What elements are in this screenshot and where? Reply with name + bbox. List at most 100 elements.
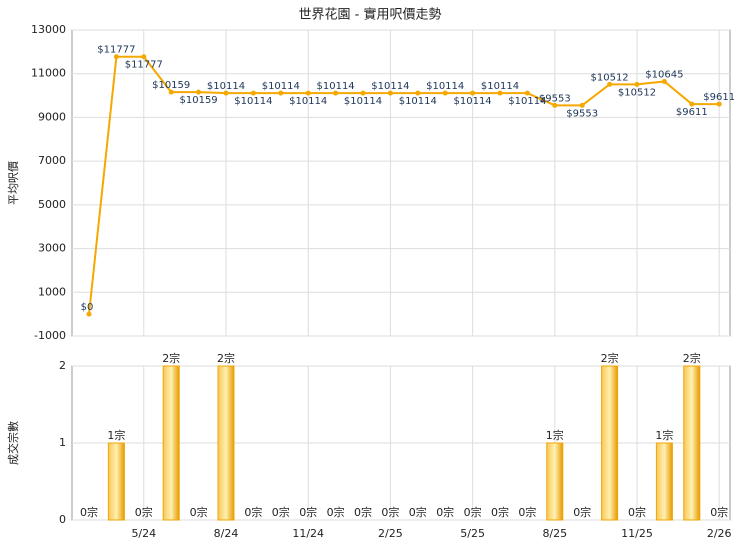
data-label: 1宗 <box>655 428 673 442</box>
y-tick-label: 3000 <box>38 242 66 255</box>
y-tick-label: 1000 <box>38 285 66 298</box>
x-tick-label: 2/25 <box>378 527 403 540</box>
y-tick-label: 7000 <box>38 154 66 167</box>
point <box>661 78 667 84</box>
data-label: $10114 <box>508 96 546 107</box>
point <box>196 89 202 95</box>
data-label: 0宗 <box>80 505 98 519</box>
y-tick-label: 5000 <box>38 198 66 211</box>
data-label: 0宗 <box>464 505 482 519</box>
point <box>223 90 229 96</box>
data-label: $9553 <box>566 108 598 119</box>
data-label: $9611 <box>676 107 708 118</box>
point <box>552 102 558 108</box>
point <box>579 102 585 108</box>
x-tick-label: 11/25 <box>621 527 653 540</box>
point <box>470 90 476 96</box>
data-label: $10114 <box>289 96 327 107</box>
line <box>88 55 720 315</box>
data-label: $10114 <box>454 96 492 107</box>
data-label: 2宗 <box>601 351 619 365</box>
data-label: 1宗 <box>107 428 125 442</box>
data-label: $10512 <box>591 72 629 83</box>
data-label: $10114 <box>317 81 355 92</box>
data-label: 0宗 <box>409 505 427 519</box>
data-label: $9553 <box>539 93 571 104</box>
point <box>278 90 284 96</box>
data-label: $9611 <box>703 92 735 103</box>
data-label: 0宗 <box>518 505 536 519</box>
point <box>86 311 92 317</box>
data-label: 0宗 <box>190 505 208 519</box>
data-label: 0宗 <box>135 505 153 519</box>
bar <box>683 365 701 521</box>
y-axis-label: 平均呎價 <box>6 161 20 205</box>
data-label: 2宗 <box>217 351 235 365</box>
y-tick-label: 13000 <box>31 23 66 36</box>
data-label: 2宗 <box>162 351 180 365</box>
point <box>497 90 503 96</box>
data-label: $10512 <box>618 87 656 98</box>
y-tick-label: 0 <box>59 513 66 526</box>
data-label: $0 <box>81 302 94 313</box>
data-label: 0宗 <box>327 505 345 519</box>
data-label: $10159 <box>180 95 218 106</box>
data-label: $10114 <box>481 81 519 92</box>
data-label: $10114 <box>207 81 245 92</box>
data-label: 0宗 <box>710 505 728 519</box>
point <box>716 101 722 107</box>
point <box>360 90 366 96</box>
point <box>607 81 613 87</box>
point <box>387 90 393 96</box>
bar <box>655 442 673 521</box>
data-label: $10645 <box>645 69 683 80</box>
data-label: 0宗 <box>491 505 509 519</box>
point <box>141 54 147 60</box>
x-tick-label: 8/25 <box>542 527 567 540</box>
point <box>113 54 119 60</box>
point <box>305 90 311 96</box>
data-label: $11777 <box>97 45 135 56</box>
x-tick-label: 8/24 <box>214 527 239 540</box>
x-tick-label: 2/26 <box>707 527 732 540</box>
y-tick-label: 1 <box>59 436 66 449</box>
data-label: 0宗 <box>436 505 454 519</box>
x-tick-label: 11/24 <box>292 527 324 540</box>
data-label: $10114 <box>234 96 272 107</box>
data-label: $10159 <box>152 80 190 91</box>
point <box>634 81 640 87</box>
data-label: 2宗 <box>683 351 701 365</box>
data-label: $10114 <box>426 81 464 92</box>
y-tick-label: 9000 <box>38 110 66 123</box>
data-label: $10114 <box>262 81 300 92</box>
y-tick-label: 2 <box>59 359 66 372</box>
x-tick-label: 5/24 <box>131 527 156 540</box>
point <box>415 90 421 96</box>
point <box>250 90 256 96</box>
y-tick-label: 11000 <box>31 67 66 80</box>
bar <box>217 365 235 521</box>
data-label: 0宗 <box>381 505 399 519</box>
bar <box>601 365 619 521</box>
point <box>333 90 339 96</box>
bar <box>162 365 180 521</box>
bar <box>107 442 125 521</box>
data-label: $10114 <box>399 96 437 107</box>
point <box>442 90 448 96</box>
point <box>168 89 174 95</box>
y-axis-label: 成交宗數 <box>6 421 20 465</box>
data-label: $10114 <box>371 81 409 92</box>
data-label: 0宗 <box>272 505 290 519</box>
x-tick-label: 5/25 <box>460 527 485 540</box>
data-label: $11777 <box>125 60 163 71</box>
point <box>524 90 530 96</box>
data-label: 0宗 <box>573 505 591 519</box>
data-label: 0宗 <box>354 505 372 519</box>
bar <box>546 442 564 521</box>
data-label: 1宗 <box>546 428 564 442</box>
data-label: 0宗 <box>299 505 317 519</box>
y-tick-label: -1000 <box>34 329 66 342</box>
data-label: 0宗 <box>244 505 262 519</box>
point <box>689 101 695 107</box>
